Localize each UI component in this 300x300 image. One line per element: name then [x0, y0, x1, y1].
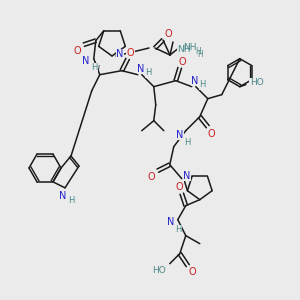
Text: H: H [146, 68, 152, 77]
Text: O: O [148, 172, 156, 182]
Text: NH: NH [183, 43, 196, 52]
Text: N: N [176, 130, 184, 140]
Text: N: N [167, 217, 175, 227]
Text: N: N [183, 171, 190, 181]
Text: O: O [208, 129, 216, 139]
Text: O: O [74, 46, 82, 56]
Text: H: H [200, 80, 206, 89]
Text: H: H [92, 63, 98, 72]
Text: N: N [82, 56, 89, 66]
Text: N: N [116, 49, 124, 59]
Text: HO: HO [250, 78, 263, 87]
Text: H: H [197, 50, 203, 59]
Text: O: O [179, 57, 187, 67]
Text: O: O [127, 48, 135, 58]
Text: O: O [176, 182, 184, 192]
Text: H: H [68, 196, 74, 206]
Text: H: H [176, 225, 182, 234]
Text: H: H [184, 138, 191, 147]
Text: H: H [195, 47, 201, 56]
Text: O: O [164, 29, 172, 39]
Text: N: N [137, 64, 145, 74]
Text: N: N [191, 76, 199, 86]
Text: N: N [59, 191, 67, 201]
Text: O: O [189, 267, 196, 277]
Text: NH: NH [177, 44, 191, 53]
Text: HO: HO [152, 266, 166, 275]
